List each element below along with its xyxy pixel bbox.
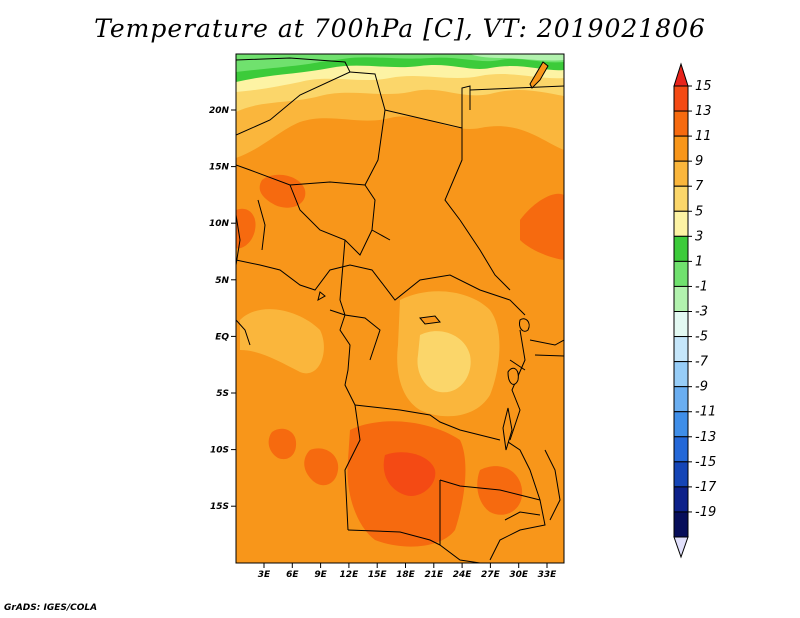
- lat-tick-label: 5S: [216, 389, 229, 399]
- map-title: Temperature at 700hPa [C], VT: 201902180…: [94, 14, 706, 43]
- colorbar-label: -3: [695, 305, 708, 320]
- colorbar-label: -15: [695, 455, 716, 470]
- colorbar-top-arrow: [673, 62, 689, 87]
- colorbar-label: -9: [695, 380, 708, 395]
- colorbar-box: [673, 361, 689, 388]
- field-11-13-east: [520, 193, 564, 260]
- colorbar-box: [673, 461, 689, 488]
- colorbar-bottom-arrow: [673, 536, 689, 559]
- lon-tick-label: 24E: [453, 570, 473, 580]
- lat-tick-label: 15N: [209, 163, 230, 173]
- lon-tick-label: 9E: [314, 570, 327, 580]
- colorbar-label: 9: [695, 154, 703, 169]
- lat-tick-label: 10S: [210, 446, 229, 456]
- lon-tick-label: 15E: [368, 570, 388, 580]
- colorbar-box: [673, 235, 689, 262]
- colorbar-box: [673, 486, 689, 513]
- field-11-13-nw: [259, 174, 306, 208]
- field-m1-1-north: [236, 54, 564, 72]
- colorbar-label: -11: [695, 405, 716, 420]
- colorbar-label: -1: [695, 279, 708, 294]
- colorbar-label: -5: [695, 330, 708, 345]
- map-frame: [235, 53, 565, 564]
- lat-tick-label: 5N: [215, 276, 229, 286]
- country-borders: [236, 57, 564, 563]
- colorbar-box: [673, 285, 689, 313]
- grads-credit: GrADS: IGES/COLA: [4, 603, 98, 613]
- lat-tick-label: EQ: [215, 332, 229, 342]
- colorbar-label: 3: [695, 229, 703, 244]
- field-7-9-west: [240, 309, 324, 374]
- field-m3-m1-north: [470, 54, 564, 61]
- colorbar-box: [673, 386, 689, 413]
- lat-tick-label: 10N: [209, 219, 230, 229]
- lon-tick-label: 3E: [258, 570, 271, 580]
- lakes: [317, 61, 549, 451]
- field-5-7-central: [417, 331, 471, 393]
- colorbar-label: 1: [695, 254, 703, 269]
- colorbar-label: -19: [695, 505, 716, 520]
- field-11-13-sw: [268, 428, 297, 460]
- colorbar-box: [673, 160, 689, 187]
- colorbar-label: -17: [695, 480, 717, 495]
- lat-tick-label: 15S: [210, 502, 229, 512]
- colorbar-box: [673, 210, 689, 237]
- field-11-13-w: [236, 208, 256, 249]
- lon-tick-label: 33E: [538, 570, 558, 580]
- colorbar-box: [673, 311, 689, 338]
- lon-tick-label: 27E: [481, 570, 501, 580]
- colorbar-label: 7: [695, 179, 704, 194]
- colorbar-box: [673, 110, 689, 137]
- field-11-13-sw2: [304, 448, 339, 486]
- field-13-15-south: [383, 452, 436, 496]
- colorbar-box: [673, 336, 689, 363]
- longitude-axis: 3E 6E 9E 12E 15E 18E 21E 24E 27E 30E 33E: [258, 563, 557, 580]
- colorbar-box: [673, 185, 689, 212]
- colorbar-label: 11: [695, 129, 712, 144]
- colorbar-label: -7: [695, 355, 709, 370]
- latitude-axis: 20N 15N 10N 5N EQ 5S 10S 15S: [209, 106, 236, 512]
- lon-tick-label: 30E: [509, 570, 529, 580]
- colorbar: 15 13 11 9 7 5 3 1 -1 -3 -5 -7 -9 -11 -13 -15 -17 -19: [673, 62, 717, 559]
- temperature-field: [236, 54, 564, 563]
- colorbar-box: [673, 411, 689, 438]
- colorbar-box: [673, 436, 689, 463]
- colorbar-box: [673, 511, 689, 538]
- lon-tick-label: 18E: [396, 570, 416, 580]
- colorbar-label: -13: [695, 430, 716, 445]
- lon-tick-label: 6E: [286, 570, 299, 580]
- lon-tick-label: 12E: [340, 570, 360, 580]
- colorbar-box: [673, 260, 689, 287]
- colorbar-label: 15: [695, 79, 712, 94]
- colorbar-label: 5: [695, 204, 703, 219]
- lat-tick-label: 20N: [209, 106, 230, 116]
- colorbar-box: [673, 85, 689, 112]
- lon-tick-label: 21E: [424, 570, 444, 580]
- colorbar-label: 13: [695, 104, 712, 119]
- colorbar-box: [673, 135, 689, 162]
